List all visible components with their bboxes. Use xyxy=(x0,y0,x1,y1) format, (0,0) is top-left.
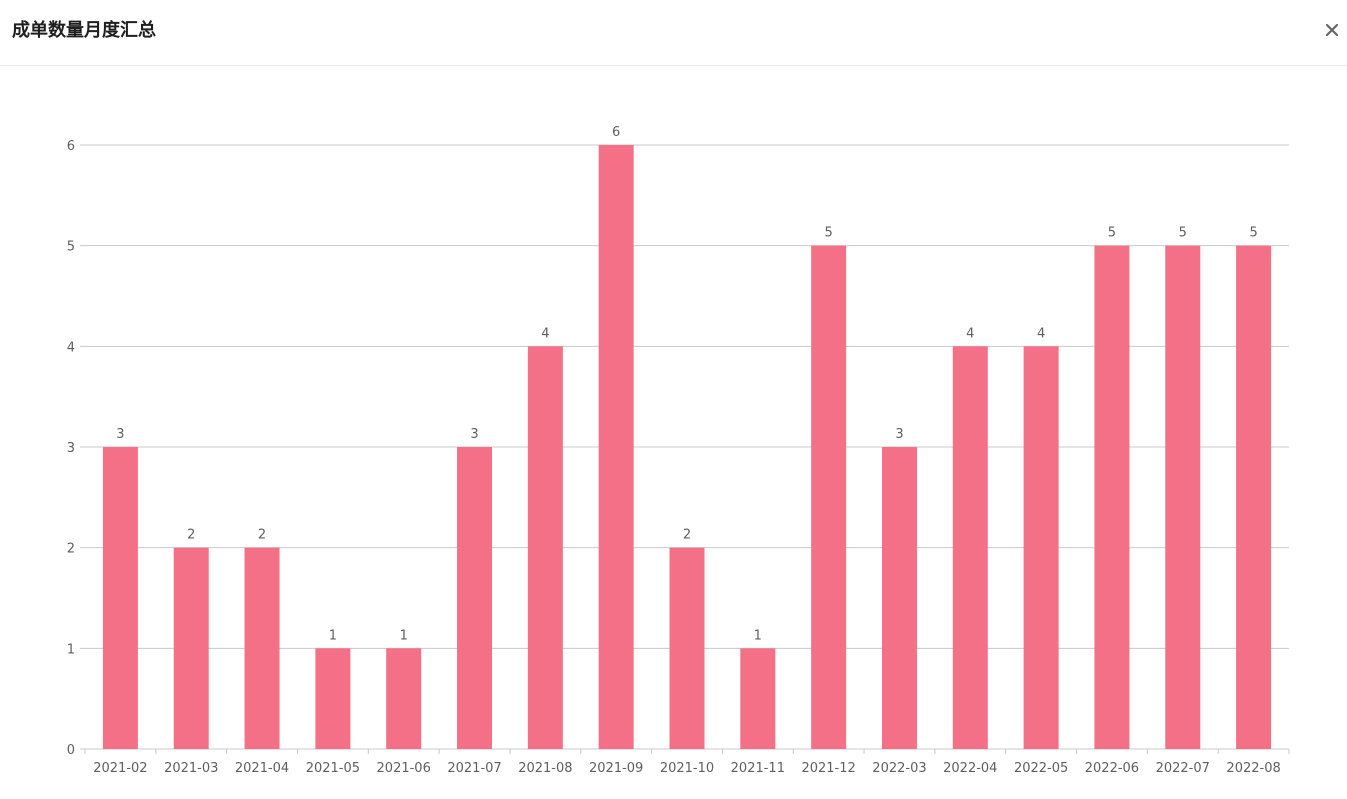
modal-header: 成单数量月度汇总 xyxy=(0,0,1347,66)
data-label: 5 xyxy=(1179,226,1187,241)
data-label: 3 xyxy=(116,427,124,442)
x-tick-label: 2021-07 xyxy=(447,761,501,776)
x-tick-label: 2022-08 xyxy=(1226,761,1280,776)
bar[interactable] xyxy=(457,447,493,749)
x-tick-label: 2021-08 xyxy=(518,761,572,776)
data-label: 2 xyxy=(187,528,195,543)
data-label: 1 xyxy=(754,628,762,643)
x-tick-label: 2021-10 xyxy=(660,761,714,776)
bar[interactable] xyxy=(952,346,988,749)
bar[interactable] xyxy=(1023,346,1059,749)
data-label: 1 xyxy=(329,628,337,643)
bars xyxy=(102,145,1272,749)
x-tick-label: 2022-03 xyxy=(872,761,926,776)
y-tick-label: 2 xyxy=(67,542,75,557)
data-label: 5 xyxy=(1108,226,1116,241)
x-tick-label: 2022-06 xyxy=(1085,761,1139,776)
bar[interactable] xyxy=(173,547,209,749)
data-label: 5 xyxy=(825,226,833,241)
y-tick-label: 1 xyxy=(67,642,75,657)
data-label: 1 xyxy=(400,628,408,643)
x-tick-label: 2021-09 xyxy=(589,761,643,776)
x-tick-label: 2021-06 xyxy=(377,761,431,776)
bar[interactable] xyxy=(315,648,351,749)
data-labels: 3 2 2 1 1 3 4 6 2 1 5 3 4 4 5 5 5 xyxy=(116,125,1257,643)
bar[interactable] xyxy=(1165,245,1201,749)
data-label: 4 xyxy=(966,326,974,341)
y-tick-label: 5 xyxy=(67,240,75,255)
bar[interactable] xyxy=(881,447,917,749)
x-tick-label: 2021-02 xyxy=(93,761,147,776)
data-label: 3 xyxy=(895,427,903,442)
bar[interactable] xyxy=(1094,245,1130,749)
bar[interactable] xyxy=(1236,245,1272,749)
data-label: 2 xyxy=(683,528,691,543)
x-tick-label: 2021-12 xyxy=(801,761,855,776)
bar[interactable] xyxy=(811,245,847,749)
chart-area: 0 1 2 3 4 5 6 3 2 2 1 1 3 4 6 2 1 5 3 4 4 5 5 5 2021-02 2021-03… xyxy=(0,66,1347,799)
data-label: 4 xyxy=(1037,326,1045,341)
x-tick-label: 2022-04 xyxy=(943,761,997,776)
bar[interactable] xyxy=(669,547,705,749)
bar[interactable] xyxy=(598,145,634,749)
bar[interactable] xyxy=(244,547,280,749)
x-tick-label: 2021-04 xyxy=(235,761,289,776)
y-tick-label: 4 xyxy=(67,340,75,355)
x-tick-label: 2021-11 xyxy=(731,761,785,776)
y-axis-ticks: 0 1 2 3 4 5 6 xyxy=(67,139,75,758)
x-tick-label: 2022-05 xyxy=(1014,761,1068,776)
close-icon xyxy=(1325,23,1339,37)
bar[interactable] xyxy=(527,346,563,749)
bar[interactable] xyxy=(386,648,422,749)
modal-title: 成单数量月度汇总 xyxy=(12,20,156,41)
x-tick-label: 2021-03 xyxy=(164,761,218,776)
x-tick-label: 2021-05 xyxy=(306,761,360,776)
bar[interactable] xyxy=(102,447,138,749)
close-button[interactable] xyxy=(1321,16,1343,44)
bar[interactable] xyxy=(740,648,776,749)
y-tick-label: 0 xyxy=(67,743,75,758)
x-tick-label: 2022-07 xyxy=(1156,761,1210,776)
data-label: 2 xyxy=(258,528,266,543)
data-label: 5 xyxy=(1249,226,1257,241)
y-tick-label: 6 xyxy=(67,139,75,154)
data-label: 4 xyxy=(541,326,549,341)
data-label: 6 xyxy=(612,125,620,140)
data-label: 3 xyxy=(470,427,478,442)
bar-chart: 0 1 2 3 4 5 6 3 2 2 1 1 3 4 6 2 1 5 3 4 4 5 5 5 2021-02 2021-03… xyxy=(67,125,1290,776)
y-tick-label: 3 xyxy=(67,441,75,456)
x-axis-ticks: 2021-02 2021-03 2021-04 2021-05 2021-06 2021-… xyxy=(84,749,1290,776)
